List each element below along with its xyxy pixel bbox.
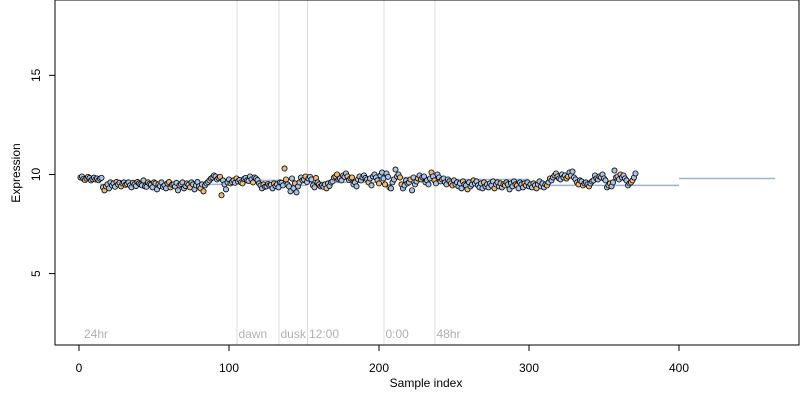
region-dividers (236, 0, 436, 345)
data-point (392, 166, 399, 173)
region-label: dusk (281, 327, 307, 341)
data-point (408, 187, 415, 194)
y-tick-label: 5 (29, 270, 43, 277)
data-point (368, 182, 375, 189)
data-point (288, 175, 295, 182)
data-point (632, 170, 639, 177)
data-point (384, 173, 391, 180)
data-point (174, 187, 181, 194)
data-point (610, 179, 617, 186)
data-point (381, 181, 388, 188)
y-tick-label: 10 (29, 167, 43, 181)
data-point (293, 189, 300, 196)
x-axis-label: Sample index (390, 376, 463, 390)
data-point (611, 167, 618, 174)
region-labels: 24hr dawn dusk 12:00 0:00 48hr (84, 327, 461, 341)
data-point (282, 176, 289, 183)
data-point (281, 165, 288, 172)
x-axis: 0 100 200 300 400 (76, 345, 689, 375)
data-point (458, 185, 465, 192)
data-point (569, 168, 576, 175)
x-tick-label: 400 (669, 361, 689, 375)
region-label: 48hr (437, 327, 461, 341)
data-point (375, 180, 382, 187)
y-axis-label: Expression (9, 143, 23, 202)
data-point (396, 174, 403, 181)
data-point (602, 177, 609, 184)
region-label: 0:00 (386, 327, 410, 341)
x-tick-label: 100 (219, 361, 239, 375)
x-tick-label: 300 (519, 361, 539, 375)
region-label: dawn (239, 327, 268, 341)
data-point (425, 181, 432, 188)
x-tick-label: 0 (76, 361, 83, 375)
data-points (77, 165, 639, 199)
data-point (222, 186, 229, 193)
y-tick-label: 15 (29, 68, 43, 82)
data-point (348, 174, 355, 181)
region-label: 12:00 (309, 327, 339, 341)
data-point (420, 173, 427, 180)
plot-frame (54, 0, 800, 346)
x-tick-label: 200 (369, 361, 389, 375)
data-point (218, 192, 225, 199)
data-point (200, 188, 207, 195)
data-point (387, 185, 394, 192)
data-point (311, 184, 318, 191)
data-point (353, 183, 360, 190)
region-label: 24hr (84, 327, 108, 341)
y-axis: 5 10 15 (29, 68, 55, 277)
data-point (98, 174, 105, 181)
